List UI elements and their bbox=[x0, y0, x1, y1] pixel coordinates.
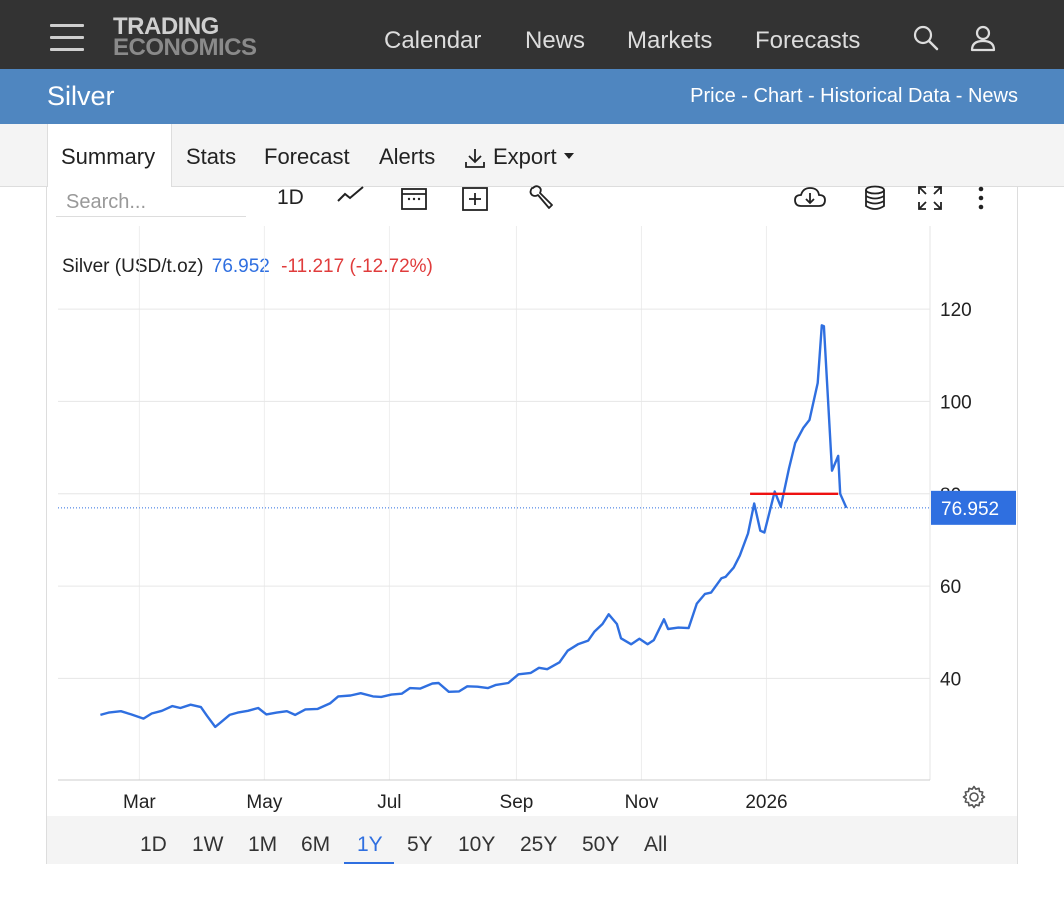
y-tick-label: 40 bbox=[940, 669, 961, 690]
active-period-underline bbox=[344, 862, 394, 864]
download-icon[interactable] bbox=[463, 146, 487, 170]
settings-gear-icon[interactable] bbox=[962, 785, 986, 809]
period-25y[interactable]: 25Y bbox=[520, 833, 558, 856]
period-10y[interactable]: 10Y bbox=[458, 833, 496, 856]
x-tick-label: May bbox=[246, 792, 282, 813]
last-price-label-box bbox=[931, 490, 1016, 525]
nav-news[interactable]: News bbox=[525, 27, 586, 54]
period-5y[interactable]: 5Y bbox=[407, 833, 433, 856]
fullscreen-icon[interactable] bbox=[916, 184, 944, 212]
calendar-icon[interactable] bbox=[400, 184, 428, 212]
compare-add-icon[interactable] bbox=[461, 184, 489, 212]
interval-selector[interactable]: 1D bbox=[277, 186, 304, 209]
hamburger-menu-icon[interactable] bbox=[50, 24, 84, 52]
tab-export[interactable]: Export bbox=[493, 144, 557, 169]
logo-line-2: ECONOMICS bbox=[113, 34, 257, 61]
last-price-label: 76.952 bbox=[941, 499, 999, 520]
y-tick-label: 120 bbox=[940, 300, 972, 321]
x-tick-label: Mar bbox=[123, 792, 156, 813]
x-tick-label: Sep bbox=[500, 792, 534, 813]
period-1w[interactable]: 1W bbox=[192, 833, 224, 856]
page-title: Silver bbox=[47, 81, 115, 111]
period-1m[interactable]: 1M bbox=[248, 833, 278, 856]
nav-forecasts[interactable]: Forecasts bbox=[755, 27, 861, 54]
nav-calendar[interactable]: Calendar bbox=[384, 27, 482, 54]
caret-down-icon[interactable] bbox=[563, 151, 575, 161]
period-selector: 1D 1W 1M 6M 1Y 5Y 10Y 25Y 50Y All bbox=[47, 816, 1017, 864]
nav-markets[interactable]: Markets bbox=[627, 27, 713, 54]
cloud-download-icon[interactable] bbox=[793, 184, 827, 212]
section-links[interactable]: Price - Chart - Historical Data - News bbox=[690, 85, 1018, 107]
quote-change: -11.217 (-12.72%) bbox=[281, 256, 433, 277]
y-tick-label: 100 bbox=[940, 392, 972, 413]
instrument-title-bar: Silver Price - Chart - Historical Data -… bbox=[0, 69, 1064, 124]
x-tick-label: Nov bbox=[625, 792, 659, 813]
series-line bbox=[100, 324, 848, 729]
chart-container bbox=[46, 187, 1018, 864]
period-1d[interactable]: 1D bbox=[140, 833, 167, 856]
period-1y[interactable]: 1Y bbox=[357, 833, 383, 856]
logo-line-1: TRADING bbox=[113, 13, 219, 40]
quote-price: 76.952 bbox=[211, 256, 270, 277]
x-tick-label: Jul bbox=[377, 792, 401, 813]
search-icon[interactable] bbox=[912, 24, 940, 52]
tab-summary[interactable]: Summary bbox=[61, 144, 156, 169]
tab-row: Summary Stats Forecast Alerts Export bbox=[0, 124, 1064, 188]
wrench-icon[interactable] bbox=[527, 184, 555, 212]
x-axis-tick-labels: Mar May Jul Sep Nov 2026 bbox=[123, 792, 788, 813]
more-options-icon[interactable] bbox=[973, 184, 989, 212]
period-all[interactable]: All bbox=[644, 833, 668, 856]
grid-lines bbox=[58, 226, 931, 781]
top-navigation-bar: TRADING ECONOMICS Calendar News Markets … bbox=[0, 0, 1064, 69]
user-icon[interactable] bbox=[969, 24, 997, 52]
quote-name: Silver (USD/t.oz) bbox=[62, 256, 204, 277]
y-tick-label: 60 bbox=[940, 577, 961, 598]
period-50y[interactable]: 50Y bbox=[582, 833, 620, 856]
database-icon[interactable] bbox=[862, 184, 888, 212]
tab-alerts[interactable]: Alerts bbox=[379, 144, 436, 169]
period-6m[interactable]: 6M bbox=[301, 833, 331, 856]
quote-legend: Silver (USD/t.oz) 76.952 -11.217 (-12.72… bbox=[62, 256, 433, 278]
site-logo[interactable]: TRADING ECONOMICS bbox=[113, 13, 257, 61]
line-chart-type-icon[interactable] bbox=[336, 184, 366, 206]
tab-active-background bbox=[47, 124, 172, 188]
tab-forecast[interactable]: Forecast bbox=[264, 144, 350, 169]
tab-stats[interactable]: Stats bbox=[186, 144, 237, 169]
search-input[interactable]: Search... bbox=[56, 188, 246, 217]
x-tick-label: 2026 bbox=[745, 792, 787, 813]
